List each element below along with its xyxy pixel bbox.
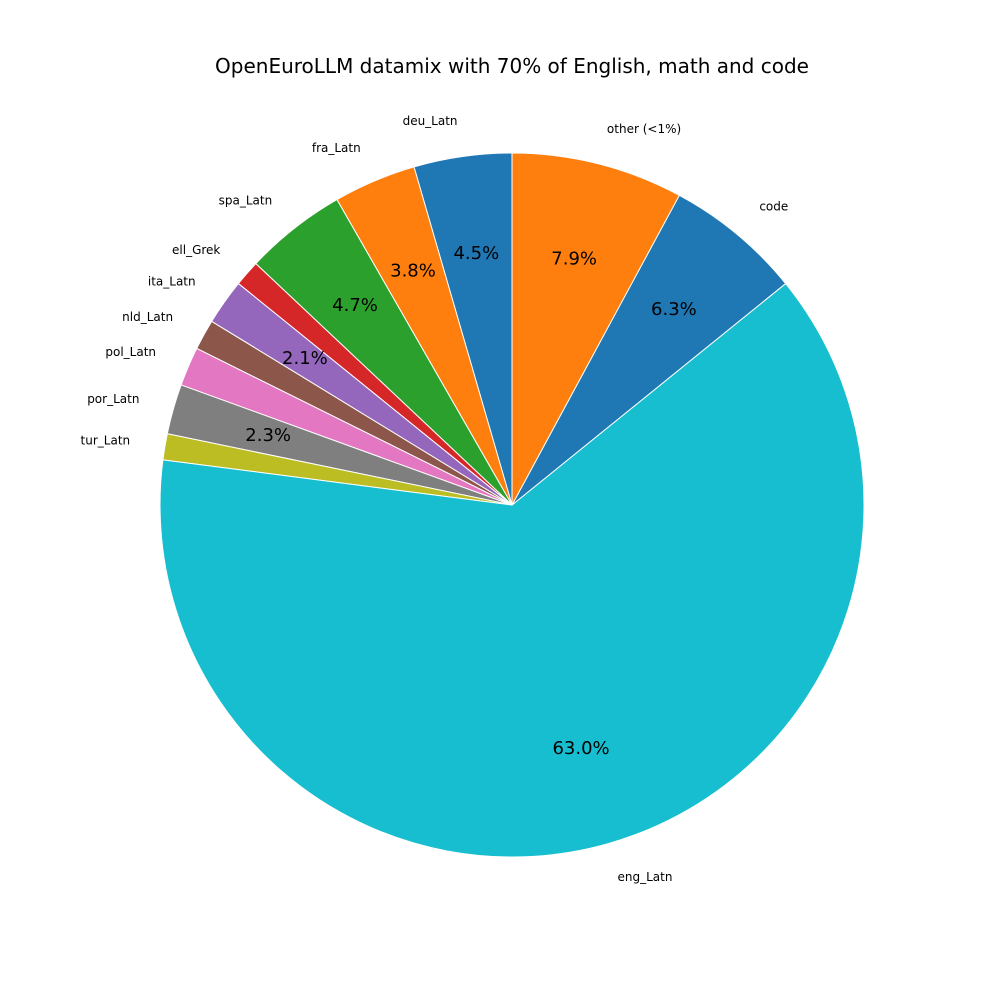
slice-label: ita_Latn: [148, 274, 196, 288]
pie-slice-eng-latn: [159, 283, 865, 858]
pie-slice-other-1: [511, 152, 680, 506]
pie-slices: [159, 152, 865, 858]
pie-labels: deu_Latn 4.5% fra_Latn 3.8% spa_Latn 4.7% ell_…: [81, 114, 789, 884]
slice-percent-label: 7.9%: [551, 248, 597, 269]
slice-label: nld_Latn: [122, 310, 173, 324]
slice-percent-label: 4.7%: [332, 295, 378, 316]
slice-percent-label: 4.5%: [453, 243, 499, 264]
slice-percent-label: 2.1%: [282, 348, 328, 369]
pie-slice-code: [511, 194, 787, 506]
slice-percent-label: 63.0%: [552, 738, 609, 759]
slice-label: deu_Latn: [403, 114, 458, 128]
slice-label: por_Latn: [87, 392, 139, 406]
slice-label: pol_Latn: [105, 345, 156, 359]
chart-title: OpenEuroLLM datamix with 70% of English,…: [215, 54, 809, 78]
slice-label: other (<1%): [607, 122, 681, 136]
slice-percent-label: 6.3%: [651, 299, 697, 320]
slice-percent-label: 3.8%: [390, 261, 436, 282]
slice-label: code: [759, 200, 788, 214]
slice-label: tur_Latn: [81, 433, 131, 447]
slice-label: fra_Latn: [312, 141, 361, 155]
slice-percent-label: 2.3%: [245, 425, 291, 446]
slice-label: spa_Latn: [219, 193, 273, 207]
slice-label: eng_Latn: [617, 870, 672, 884]
slice-label: ell_Grek: [172, 243, 220, 257]
